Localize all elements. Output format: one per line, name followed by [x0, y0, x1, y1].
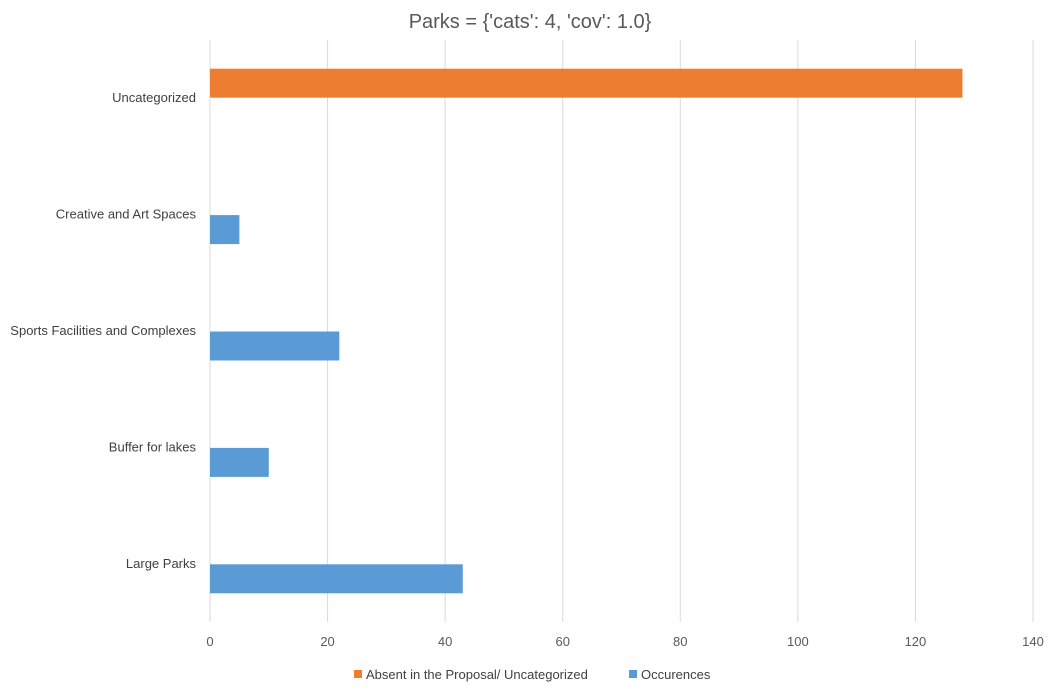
x-tick-label: 120 — [905, 634, 927, 649]
x-tick-label: 20 — [320, 634, 334, 649]
category-label: Large Parks — [126, 556, 197, 571]
bar — [210, 331, 340, 361]
bar — [210, 564, 463, 594]
x-tick-label: 140 — [1022, 634, 1044, 649]
chart-title: Parks = {'cats': 4, 'cov': 1.0} — [409, 11, 652, 33]
legend-label: Occurences — [641, 667, 711, 682]
category-labels: Uncategorized Creative and Art Spaces Spor… — [10, 90, 196, 571]
category-label: Uncategorized — [112, 90, 196, 105]
x-tick-label: 80 — [673, 634, 687, 649]
x-tick-label: 0 — [206, 634, 213, 649]
legend-swatch — [629, 670, 637, 678]
x-axis-tick-labels: 0 20 40 60 80 100 120 140 — [206, 634, 1043, 649]
category-label: Sports Facilities and Complexes — [10, 323, 196, 338]
bar — [210, 215, 240, 245]
bar — [210, 68, 963, 98]
legend: Absent in the Proposal/ Uncategorized Occ… — [354, 667, 711, 682]
bars — [210, 68, 963, 594]
gridlines — [209, 40, 1034, 622]
bar — [210, 447, 269, 477]
legend-label: Absent in the Proposal/ Uncategorized — [366, 667, 588, 682]
category-label: Buffer for lakes — [109, 439, 197, 454]
legend-swatch — [354, 670, 362, 678]
x-tick-label: 40 — [438, 634, 452, 649]
x-tick-label: 100 — [787, 634, 809, 649]
x-tick-label: 60 — [555, 634, 569, 649]
category-label: Creative and Art Spaces — [56, 207, 197, 222]
